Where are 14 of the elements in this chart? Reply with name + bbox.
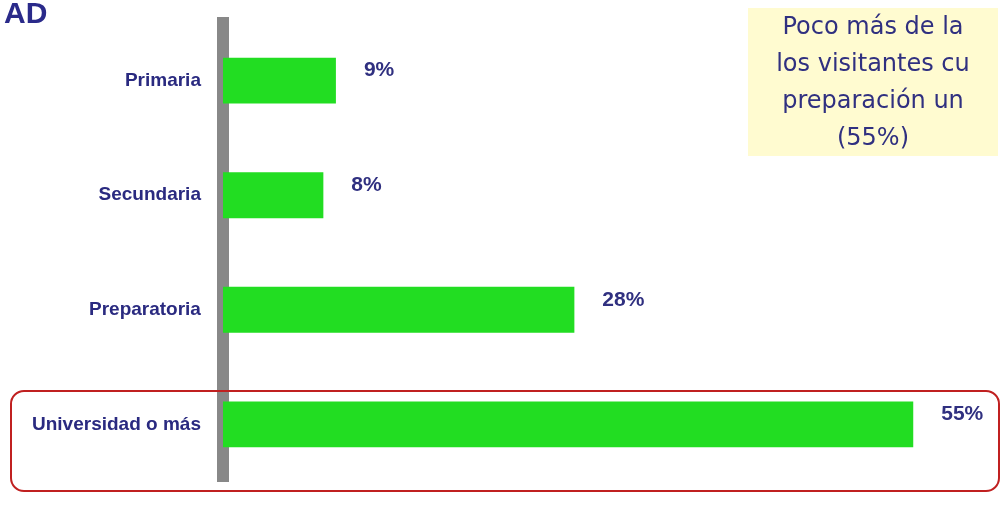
bar xyxy=(222,286,575,333)
bar xyxy=(222,57,336,104)
y-tick-label: Universidad o más xyxy=(32,412,201,434)
y-tick-label: Preparatoria xyxy=(89,298,202,320)
data-label: 8% xyxy=(351,172,383,196)
data-label: 28% xyxy=(602,286,645,310)
data-label: 9% xyxy=(363,57,395,81)
y-tick-label: Secundaria xyxy=(98,183,202,205)
bar xyxy=(222,172,324,219)
annotation: Poco más de la los visitantes cu preparación un (55%) xyxy=(748,8,998,156)
y-tick-label: Primaria xyxy=(124,68,202,90)
data-label: 55% xyxy=(941,401,984,425)
chart-title: AD xyxy=(4,0,48,30)
bar xyxy=(222,401,914,448)
